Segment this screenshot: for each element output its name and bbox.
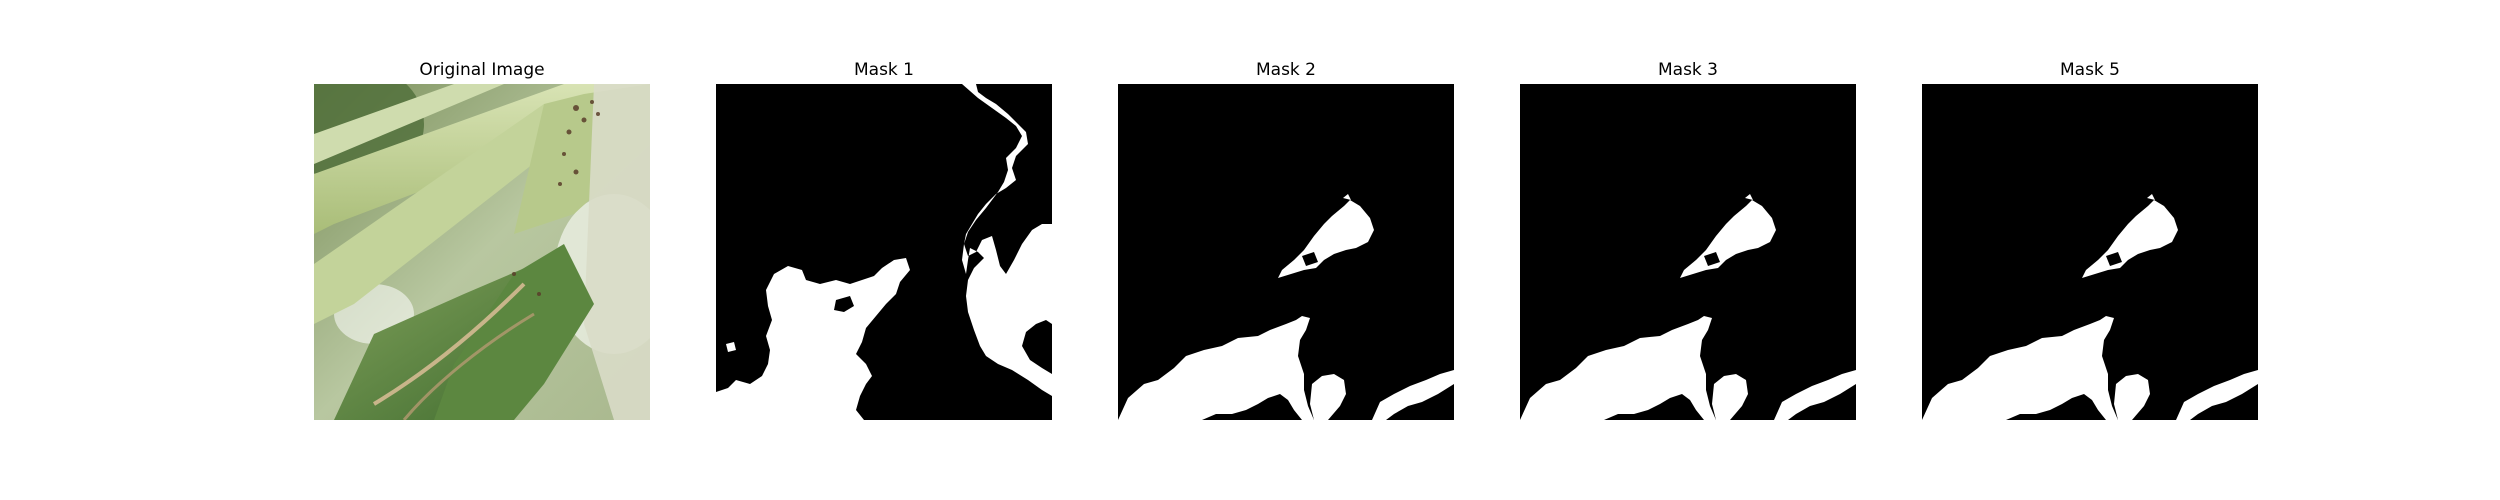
panel-title: Mask 3: [1657, 60, 1718, 80]
panel-title: Original Image: [419, 60, 545, 80]
panel-title: Mask 1: [853, 60, 914, 80]
segmentation-mask-3: [1520, 84, 1856, 420]
segmentation-mask-1: [716, 84, 1052, 420]
original-leaf-photo: [314, 84, 650, 420]
segmentation-mask-5: [1922, 84, 2258, 420]
panel-title: Mask 5: [2059, 60, 2120, 80]
segmentation-mask-2: [1118, 84, 1454, 420]
panel-title: Mask 2: [1255, 60, 1316, 80]
